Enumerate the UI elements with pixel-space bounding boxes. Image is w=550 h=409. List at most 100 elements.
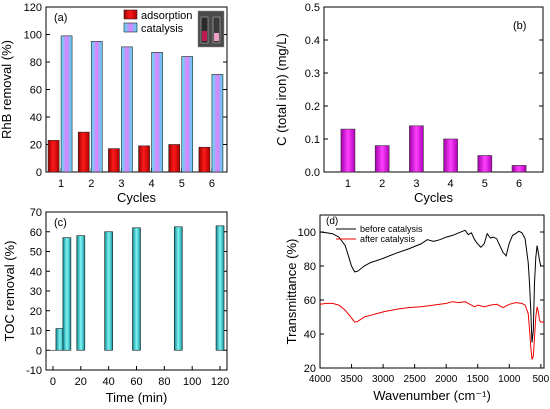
- chart-c-ytick-label: 0: [36, 345, 42, 357]
- chart-a-bar-adsorption-5: [168, 144, 181, 173]
- chart-c-xtick-label: 80: [158, 376, 170, 388]
- chart-c-ytick-label: 40: [30, 266, 42, 278]
- chart-b-xtick-label: 1: [345, 178, 351, 190]
- vial-left-liquid: [202, 31, 207, 41]
- chart-b-xlabel: Cycles: [414, 190, 454, 205]
- chart-d-ytick-label: 80: [304, 261, 316, 273]
- chart-d-panel-label: (d): [326, 216, 338, 227]
- chart-a-xtick-label: 3: [118, 178, 124, 190]
- chart-c-ytick-label: 10: [30, 326, 42, 338]
- chart-a-bar-adsorption-6: [198, 146, 211, 173]
- chart-c: -10 0 10 20 30 40 50 60 70 0 20 40 60 80 100 120 TOC rem…: [2, 207, 229, 405]
- chart-d-line-after-catalysis: [319, 301, 544, 360]
- chart-a-bar-catalysis-6: [211, 74, 224, 173]
- chart-a-bar-catalysis-4: [151, 52, 163, 173]
- chart-c-xtick-label: 120: [211, 376, 229, 388]
- chart-c-ylabel: TOC removal (%): [2, 241, 17, 342]
- chart-b-ytick-label: 0.0: [305, 167, 320, 179]
- chart-c-xlabel: Time (min): [106, 390, 168, 405]
- chart-c-ytick-label: 60: [30, 227, 42, 239]
- chart-d-ytick-label: 20: [304, 363, 316, 375]
- chart-c-ytick-label: 20: [30, 306, 42, 318]
- chart-c-bar-40: [104, 231, 113, 351]
- chart-b-ylabel: C (total iron) (mg/L): [274, 33, 289, 146]
- chart-a-xtick-label: 1: [58, 178, 64, 190]
- chart-c-xtick-label: 60: [130, 376, 142, 388]
- chart-b-xtick-label: 2: [379, 178, 385, 190]
- vial-left-image: [200, 16, 209, 44]
- chart-b-bar-1: [340, 128, 356, 173]
- chart-a-ytick-label: 0: [36, 167, 42, 179]
- chart-a-legend-catalysis: catalysis: [141, 23, 184, 35]
- chart-d-ytick-label: 40: [304, 329, 316, 341]
- chart-a-ytick-label: 100: [24, 30, 42, 42]
- chart-c-xtick-label: 100: [183, 376, 201, 388]
- chart-b-ytick-label: 0.2: [305, 101, 320, 113]
- chart-b-bar-4: [443, 138, 458, 173]
- chart-a-bar-catalysis-3: [121, 46, 133, 173]
- chart-b-bar-6: [511, 165, 527, 173]
- chart-d-xtick-label: 4000: [309, 374, 332, 385]
- chart-b-panel-label: (b): [513, 20, 526, 32]
- chart-b-ytick-label: 0.1: [305, 134, 320, 146]
- chart-a-xtick-label: 4: [149, 178, 155, 190]
- chart-b-bar-3: [409, 125, 424, 173]
- chart-b-xtick-label: 4: [448, 178, 454, 190]
- chart-a-xlabel: Cycles: [117, 190, 157, 205]
- chart-b-bar-5: [477, 155, 493, 173]
- chart-b-bar-2: [374, 145, 390, 173]
- chart-d-xtick-label: 1000: [498, 374, 521, 385]
- chart-d-legend-after-catalysis: after catalysis: [360, 234, 416, 244]
- chart-b-ytick-label: 0.3: [305, 68, 320, 80]
- chart-c-bar-60: [132, 227, 141, 351]
- chart-b: 0.0 0.1 0.2 0.3 0.4 0.5 1 2 3 4 5 6 C (total iron) (…: [274, 2, 544, 205]
- chart-d-xtick-label: 500: [533, 374, 550, 385]
- chart-d-ylabel: Transmittance (%): [284, 239, 299, 345]
- chart-d-xlabel: Wavenumber (cm⁻¹): [373, 388, 491, 403]
- chart-a-bar-catalysis-1: [60, 35, 73, 173]
- chart-c-ytick-label: 50: [30, 247, 42, 259]
- chart-a-xtick-label: 2: [88, 178, 94, 190]
- chart-a-panel-label: (a): [54, 12, 67, 24]
- chart-a-bar-adsorption-2: [77, 131, 90, 173]
- chart-c-bar-10: [62, 237, 72, 351]
- chart-b-frame: [323, 6, 544, 173]
- chart-d-ytick-label: 60: [304, 295, 316, 307]
- chart-a-ytick-label: 80: [30, 57, 42, 69]
- chart-a-bar-adsorption-3: [108, 148, 120, 173]
- chart-a-ylabel: RhB removal (%): [0, 40, 14, 139]
- chart-a: 0 20 40 60 80 100 120 1 2 3 4 5 6 RhB removal (%) Cycl…: [0, 2, 228, 205]
- chart-a-bar-adsorption-4: [138, 145, 150, 173]
- chart-d-xtick-label: 3500: [340, 374, 363, 385]
- chart-a-ytick-label: 120: [24, 2, 42, 14]
- chart-d: 20 40 60 80 100 4000 3500 3000 2500 2000 1500 1000 5…: [284, 214, 550, 403]
- chart-d-xtick-label: 3000: [372, 374, 395, 385]
- chart-d-ytick-label: 100: [298, 227, 316, 239]
- chart-c-panel-label: (c): [54, 217, 67, 229]
- chart-a-xtick-label: 6: [209, 178, 215, 190]
- chart-d-line-before-catalysis: [319, 229, 544, 343]
- chart-a-ytick-label: 20: [30, 140, 42, 152]
- chart-a-ytick-label: 40: [30, 112, 42, 124]
- chart-a-legend-swatch-adsorption: [123, 9, 138, 20]
- chart-c-bar-90: [173, 226, 183, 351]
- chart-d-xtick-label: 1500: [467, 374, 490, 385]
- vial-right-image: [212, 16, 221, 44]
- chart-b-ytick-label: 0.5: [305, 2, 320, 14]
- chart-b-xtick-label: 6: [516, 178, 522, 190]
- chart-a-bar-catalysis-5: [181, 56, 194, 173]
- chart-d-xtick-label: 2500: [404, 374, 427, 385]
- chart-d-xtick-label: 2000: [435, 374, 458, 385]
- chart-c-ytick-label: 30: [30, 286, 42, 298]
- chart-c-xtick-label: 40: [103, 376, 115, 388]
- chart-c-ytick-label: -10: [26, 365, 42, 377]
- chart-a-legend-adsorption: adsorption: [141, 10, 192, 22]
- chart-c-ytick-label: 70: [30, 207, 42, 219]
- chart-b-xtick-label: 5: [482, 178, 488, 190]
- chart-a-bar-adsorption-1: [47, 140, 60, 173]
- chart-c-bar-20: [76, 235, 86, 351]
- chart-b-xtick-label: 3: [413, 178, 419, 190]
- chart-a-bar-catalysis-2: [90, 41, 103, 173]
- chart-a-legend-swatch-catalysis: [123, 22, 138, 33]
